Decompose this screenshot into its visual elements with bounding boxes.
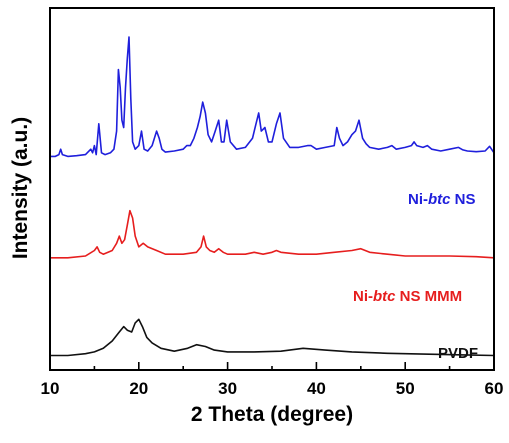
x-tick-label: 30 [218, 379, 237, 398]
x-tick-label: 40 [307, 379, 326, 398]
y-axis-title: Intensity (a.u.) [9, 117, 32, 259]
series-line-2 [50, 209, 495, 259]
series-label-2: Ni-btc NS MMM [353, 288, 462, 305]
x-tick-label: 10 [41, 379, 60, 398]
series-label-3: PVDF [438, 345, 478, 362]
x-tick-label: 50 [396, 379, 415, 398]
x-tick-label: 20 [129, 379, 148, 398]
series-line-1 [50, 36, 495, 158]
plot-frame [49, 7, 495, 371]
series-label-1: Ni-btc NS [408, 191, 476, 208]
series-line-3 [50, 318, 495, 357]
label-layer: Ni-btc NS Ni-btc NS MMM PVDF [353, 191, 478, 362]
tick-layer: 10 20 30 40 50 60 [41, 362, 504, 398]
x-axis-title: 2 Theta (degree) [191, 403, 353, 426]
series-layer [50, 36, 495, 357]
x-tick-label: 60 [485, 379, 504, 398]
